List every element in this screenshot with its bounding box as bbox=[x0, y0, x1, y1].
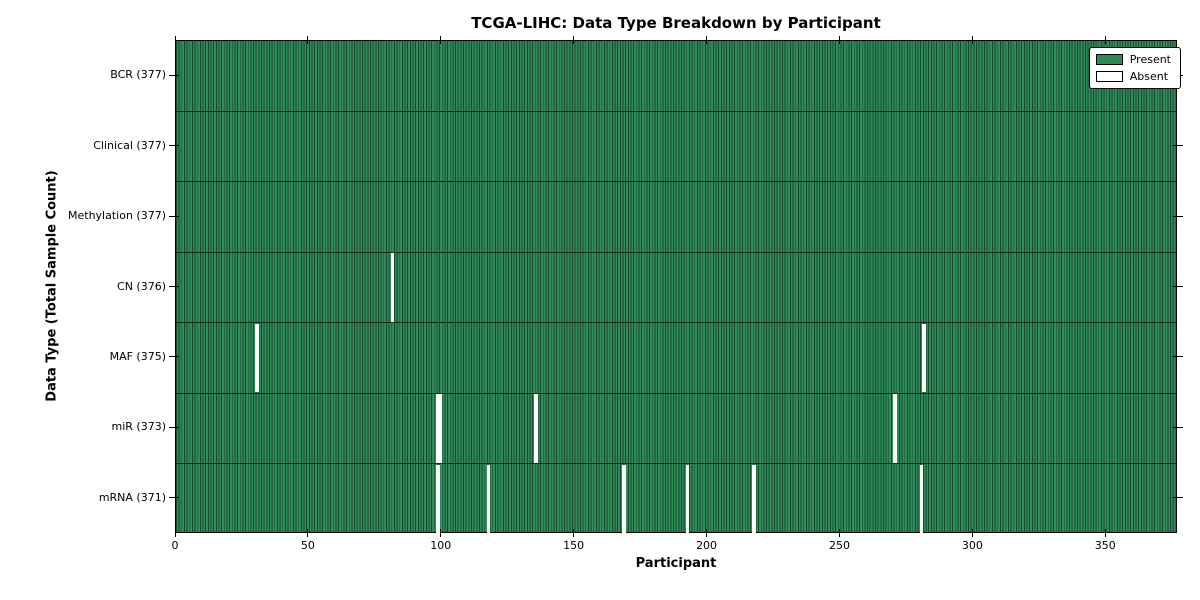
x-tick-mark bbox=[440, 529, 442, 537]
absent-gap bbox=[436, 394, 443, 463]
y-tick-label: miR (373) bbox=[111, 420, 167, 434]
legend: Present Absent bbox=[1088, 47, 1181, 89]
row-separator bbox=[176, 110, 1176, 112]
x-tick-mark bbox=[971, 529, 973, 537]
y-tick-mark bbox=[1173, 497, 1183, 499]
y-tick-mark bbox=[1173, 215, 1183, 217]
x-tick-mark bbox=[838, 529, 840, 537]
absent-swatch-icon bbox=[1095, 71, 1123, 82]
x-tick-label: 200 bbox=[696, 539, 718, 552]
x-tick-mark bbox=[440, 36, 442, 44]
x-tick-label: 250 bbox=[828, 539, 850, 552]
x-tick-label: 0 bbox=[171, 539, 179, 552]
absent-gap bbox=[534, 394, 538, 463]
x-tick-mark bbox=[174, 36, 176, 44]
x-tick-mark bbox=[307, 529, 309, 537]
legend-label-present: Present bbox=[1129, 53, 1171, 66]
y-tick-mark bbox=[169, 497, 179, 499]
x-tick-label: 300 bbox=[961, 539, 983, 552]
legend-label-absent: Absent bbox=[1129, 70, 1169, 83]
x-tick-mark bbox=[971, 36, 973, 44]
legend-item-absent: Absent bbox=[1095, 70, 1171, 83]
x-tick-label: 350 bbox=[1094, 539, 1116, 552]
y-tick-mark bbox=[1173, 286, 1183, 287]
x-tick-mark bbox=[706, 36, 708, 44]
row-separator bbox=[176, 251, 1176, 253]
absent-gap bbox=[685, 464, 690, 533]
x-tick-label: 50 bbox=[300, 539, 315, 552]
absent-gap bbox=[893, 394, 897, 463]
absent-gap bbox=[919, 464, 924, 533]
chart-title: TCGA-LIHC: Data Type Breakdown by Partic… bbox=[471, 14, 881, 32]
x-axis-label: Participant bbox=[635, 556, 717, 571]
x-tick-mark bbox=[1104, 36, 1106, 44]
row-separator bbox=[176, 181, 1176, 183]
y-tick-label: CN (376) bbox=[117, 279, 166, 293]
x-tick-mark bbox=[706, 529, 708, 537]
absent-gap bbox=[255, 323, 259, 393]
absent-gap bbox=[622, 464, 626, 533]
y-tick-mark bbox=[169, 356, 179, 358]
row-separator bbox=[176, 392, 1176, 394]
y-tick-label: MAF (375) bbox=[109, 349, 166, 363]
y-tick-mark bbox=[169, 74, 179, 76]
y-tick-mark bbox=[169, 215, 179, 217]
absent-gap bbox=[752, 464, 756, 533]
x-tick-mark bbox=[174, 529, 176, 537]
y-tick-mark bbox=[1173, 426, 1183, 428]
y-tick-label: Clinical (377) bbox=[93, 138, 166, 152]
x-tick-label: 100 bbox=[430, 539, 452, 552]
x-tick-mark bbox=[307, 36, 309, 44]
row-separator bbox=[176, 463, 1176, 465]
y-tick-mark bbox=[169, 426, 179, 428]
x-tick-mark bbox=[573, 36, 575, 44]
absent-gap bbox=[436, 464, 440, 533]
plot-area bbox=[175, 40, 1177, 533]
y-tick-label: BCR (377) bbox=[110, 68, 166, 82]
x-tick-mark bbox=[1104, 529, 1106, 537]
row-separator bbox=[176, 322, 1176, 324]
y-tick-mark bbox=[1173, 356, 1183, 358]
y-tick-mark bbox=[169, 286, 179, 287]
present-swatch-icon bbox=[1095, 54, 1123, 65]
absent-gap bbox=[486, 464, 491, 533]
y-tick-label: mRNA (371) bbox=[98, 490, 166, 504]
legend-item-present: Present bbox=[1095, 53, 1171, 66]
y-tick-mark bbox=[1173, 145, 1183, 147]
x-tick-label: 150 bbox=[563, 539, 585, 552]
y-tick-mark bbox=[169, 145, 179, 147]
absent-gap bbox=[922, 323, 926, 393]
absent-gap bbox=[390, 253, 395, 322]
x-tick-mark bbox=[838, 36, 840, 44]
x-tick-mark bbox=[573, 529, 575, 537]
y-tick-label: Methylation (377) bbox=[68, 209, 166, 223]
